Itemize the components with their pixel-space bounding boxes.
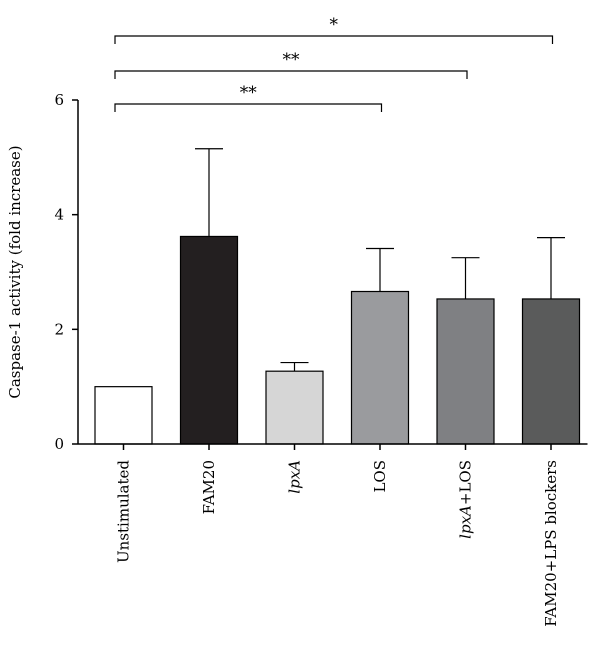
significance-bracket xyxy=(114,70,468,79)
category-label: FAM20+LPS blockers xyxy=(542,460,560,627)
y-tick-label: 2 xyxy=(54,320,64,338)
y-tick-label: 4 xyxy=(54,206,64,224)
category-label: LOS xyxy=(371,460,389,493)
significance-label: ** xyxy=(240,83,258,103)
category-label: lpxA+LOS xyxy=(457,460,475,539)
bar xyxy=(521,298,581,445)
category-label: FAM20 xyxy=(200,460,218,514)
y-tick-label: 0 xyxy=(54,435,64,453)
bar xyxy=(350,290,410,445)
significance-bracket xyxy=(114,103,383,112)
bars xyxy=(94,148,581,445)
significance-brackets: ***** xyxy=(114,15,554,112)
category-label: lpxA xyxy=(286,460,304,494)
x-axis: Unstimulated FAM20 lpxA LOS lpxA+LOS FAM20+LP… xyxy=(78,443,588,627)
significance-label: ** xyxy=(283,50,301,70)
significance-bracket xyxy=(114,35,554,44)
bar xyxy=(265,370,324,445)
y-tick-label: 6 xyxy=(54,91,64,109)
significance-label: * xyxy=(330,15,339,35)
bar xyxy=(436,298,495,445)
bar xyxy=(94,386,153,445)
y-axis-label: Caspase-1 activity (fold increase) xyxy=(6,145,24,398)
bar xyxy=(179,235,239,445)
category-label: Unstimulated xyxy=(115,460,133,563)
y-axis: 0 2 4 6 xyxy=(54,91,79,453)
